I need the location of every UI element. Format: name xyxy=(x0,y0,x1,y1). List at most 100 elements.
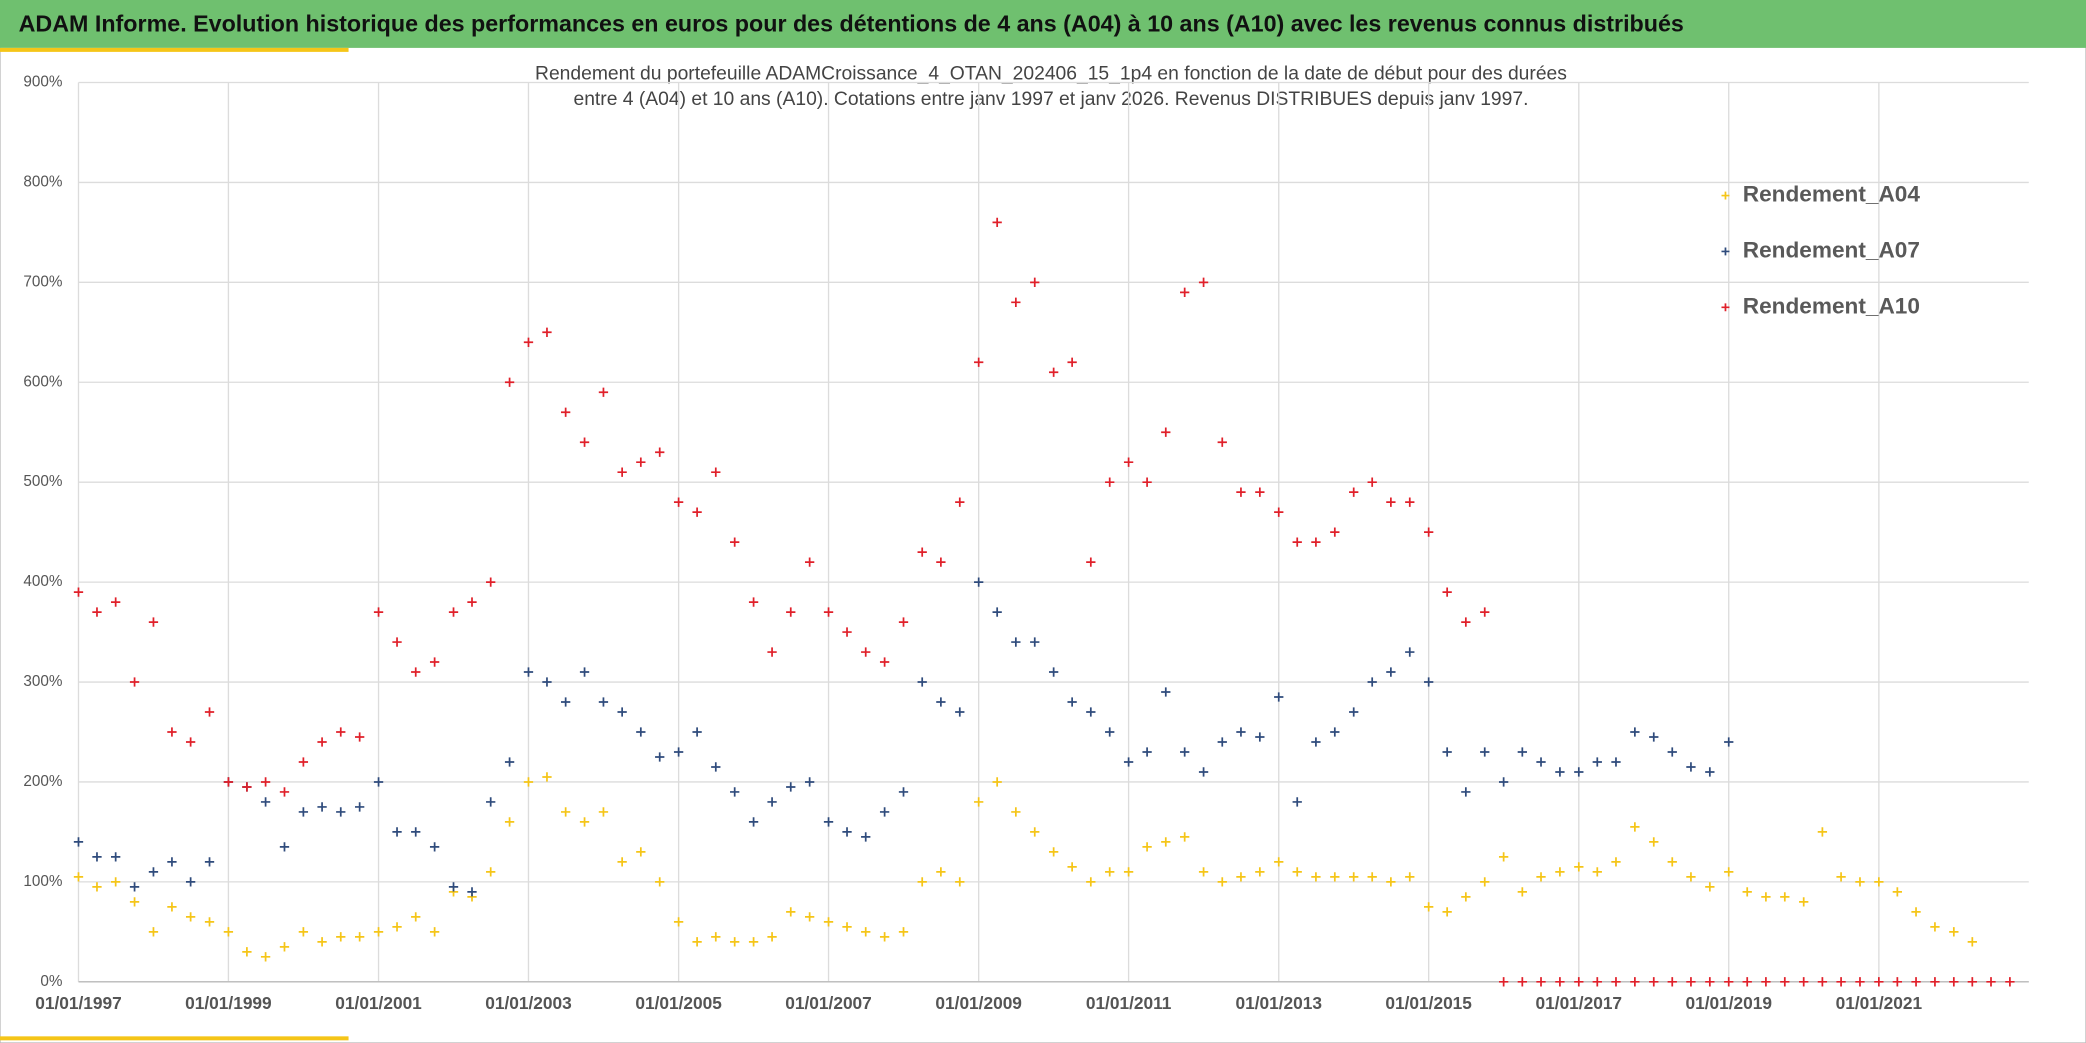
point xyxy=(655,752,665,762)
point xyxy=(560,697,571,707)
point xyxy=(1705,767,1715,777)
point xyxy=(1217,737,1227,747)
x-tick-label: 01/01/2005 xyxy=(635,993,722,1013)
point xyxy=(730,937,740,947)
point xyxy=(636,727,646,737)
point xyxy=(1311,537,1321,547)
point xyxy=(1367,872,1377,882)
point xyxy=(579,437,590,447)
accent-bottom xyxy=(0,1036,349,1041)
point xyxy=(204,917,215,927)
point xyxy=(1123,457,1134,467)
y-tick-label: 300% xyxy=(23,673,62,690)
legend-marker xyxy=(1721,191,1730,200)
point xyxy=(92,882,102,892)
point xyxy=(767,932,777,942)
point xyxy=(279,942,290,952)
legend-label: Rendement_A04 xyxy=(1743,182,1921,207)
point xyxy=(448,882,459,892)
header-bar xyxy=(0,0,2086,48)
point xyxy=(411,912,421,922)
point xyxy=(1836,872,1846,882)
point xyxy=(1630,727,1640,737)
point xyxy=(861,832,871,842)
point xyxy=(1123,867,1134,877)
point xyxy=(786,607,796,617)
point xyxy=(1686,762,1696,772)
point xyxy=(279,787,290,797)
point xyxy=(1517,747,1527,757)
point xyxy=(1274,857,1284,867)
point xyxy=(1555,867,1565,877)
point xyxy=(842,827,852,837)
point xyxy=(1048,847,1059,857)
point xyxy=(73,587,84,597)
point xyxy=(486,577,496,587)
point xyxy=(355,732,365,742)
point xyxy=(786,907,796,917)
point xyxy=(560,407,571,417)
legend-marker xyxy=(1721,303,1730,312)
point xyxy=(167,727,177,737)
point xyxy=(655,447,665,457)
point xyxy=(1311,737,1321,747)
point xyxy=(1517,977,1527,987)
point xyxy=(1461,787,1471,797)
point xyxy=(486,867,496,877)
x-tick-label: 01/01/2017 xyxy=(1536,993,1623,1013)
point xyxy=(1574,767,1584,777)
point xyxy=(1555,977,1565,987)
point xyxy=(317,937,327,947)
point xyxy=(992,217,1002,228)
point xyxy=(823,917,834,927)
point xyxy=(1649,732,1659,742)
point xyxy=(1011,297,1021,307)
x-tick-label: 01/01/1999 xyxy=(185,993,271,1013)
point xyxy=(1892,977,1903,987)
point xyxy=(879,932,890,942)
point xyxy=(1574,977,1584,987)
point xyxy=(111,852,121,862)
point xyxy=(598,387,609,397)
point xyxy=(898,787,909,797)
point xyxy=(598,807,609,817)
point xyxy=(955,497,965,507)
point xyxy=(974,577,984,587)
point xyxy=(1424,902,1434,912)
point xyxy=(579,667,590,677)
point xyxy=(392,827,402,837)
point xyxy=(1705,977,1715,987)
point xyxy=(111,597,121,607)
point xyxy=(955,707,965,717)
point xyxy=(1949,927,1959,937)
point xyxy=(1855,877,1865,887)
point xyxy=(260,797,271,807)
point xyxy=(1067,862,1077,872)
point xyxy=(804,777,815,787)
point xyxy=(504,757,515,767)
point xyxy=(767,797,777,807)
point xyxy=(317,737,327,747)
point xyxy=(129,677,140,687)
point xyxy=(542,772,552,782)
point xyxy=(974,797,984,807)
point xyxy=(879,657,890,667)
point xyxy=(917,547,927,557)
point xyxy=(129,882,140,892)
accent-top xyxy=(0,47,349,52)
point xyxy=(392,637,402,647)
point xyxy=(373,777,384,787)
point xyxy=(504,817,515,827)
point xyxy=(1386,497,1396,507)
point xyxy=(1086,877,1096,887)
point xyxy=(1761,977,1771,987)
point xyxy=(1255,487,1265,497)
point xyxy=(373,927,384,937)
point xyxy=(467,597,477,607)
point xyxy=(148,927,159,937)
point xyxy=(1011,637,1021,647)
x-tick-label: 01/01/2003 xyxy=(485,993,571,1013)
point xyxy=(1592,867,1602,877)
point xyxy=(1255,867,1265,877)
x-tick-label: 01/01/2011 xyxy=(1086,993,1172,1013)
